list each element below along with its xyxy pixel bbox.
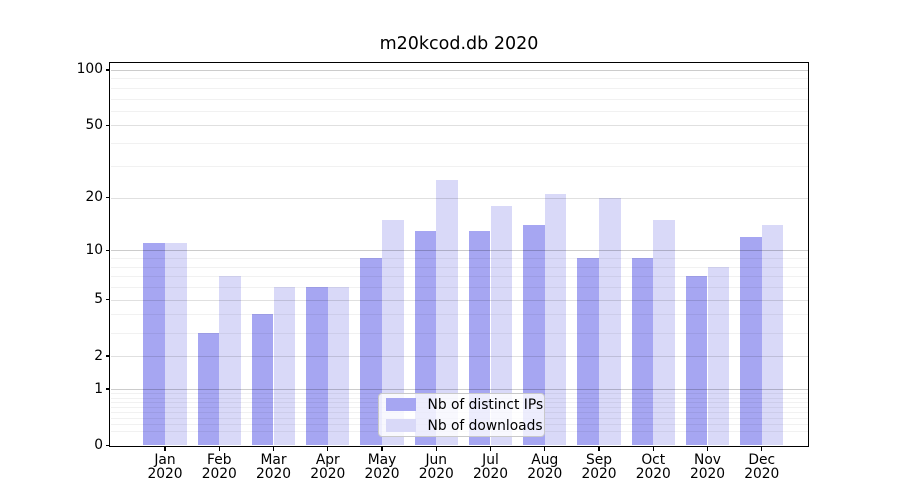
bar-downloads-aug: [544, 193, 567, 446]
y-tick-label-5: 5: [94, 291, 103, 308]
x-tick-mark-mar: [272, 447, 275, 451]
bar-distinct-ips-jul: [468, 230, 491, 446]
gridline-50: [110, 125, 808, 127]
gridline-20: [110, 197, 808, 199]
gridline-5: [110, 299, 808, 301]
x-tick-mark-aug: [544, 447, 546, 451]
gridline-2: [110, 356, 808, 358]
legend: Nb of distinct IPs Nb of downloads: [377, 393, 545, 437]
legend-swatch-downloads: [385, 419, 416, 432]
gridline-100: [110, 69, 808, 71]
y-tick-mark-5: [105, 298, 110, 301]
bar-downloads-feb: [219, 276, 241, 446]
gridline-minor: [110, 266, 808, 268]
x-tick-label-apr: Apr 2020: [310, 452, 346, 482]
y-tick-mark-1: [105, 388, 110, 390]
bar-downloads-jan: [165, 243, 187, 446]
y-tick-label-2: 2: [94, 347, 103, 364]
gridline-minor: [110, 276, 808, 278]
y-tick-mark-50: [105, 124, 110, 127]
bar-distinct-ips-may: [360, 258, 382, 446]
gridline-minor: [110, 332, 808, 334]
gridline-minor: [110, 287, 808, 289]
bar-downloads-nov: [707, 266, 730, 446]
legend-swatch-distinct-ips: [385, 398, 416, 411]
bar-downloads-may: [382, 219, 404, 446]
gridline-minor: [110, 314, 808, 316]
x-tick-mark-apr: [327, 447, 329, 451]
gridline-minor: [110, 87, 808, 89]
x-tick-label-jul: Jul 2020: [472, 452, 509, 482]
y-tick-mark-0: [105, 444, 110, 447]
x-tick-mark-sep: [598, 447, 600, 451]
y-tick-mark-20: [105, 196, 110, 199]
gridline-minor: [110, 165, 808, 167]
bar-downloads-mar: [273, 287, 296, 446]
gridline-minor: [110, 143, 808, 145]
bar-downloads-sep: [599, 197, 621, 446]
x-tick-mark-oct: [652, 447, 654, 451]
x-tick-label-sep: Sep 2020: [581, 452, 617, 482]
x-tick-mark-may: [381, 447, 383, 451]
y-tick-label-10: 10: [85, 241, 103, 258]
bar-distinct-ips-oct: [631, 258, 654, 446]
bar-downloads-jun: [436, 180, 458, 446]
gridline-10: [110, 250, 808, 252]
x-tick-label-oct: Oct 2020: [635, 452, 671, 482]
bar-distinct-ips-nov: [685, 276, 708, 446]
x-tick-mark-dec: [761, 447, 763, 451]
y-tick-mark-2: [105, 355, 110, 357]
x-tick-mark-jun: [435, 447, 437, 451]
legend-label-downloads: Nb of downloads: [427, 417, 543, 434]
x-tick-mark-nov: [706, 447, 709, 451]
y-tick-mark-100: [105, 69, 110, 71]
x-tick-label-feb: Feb 2020: [201, 452, 237, 482]
x-tick-label-may: May 2020: [364, 452, 400, 482]
bar-distinct-ips-sep: [577, 258, 599, 446]
chart-title: m20kcod.db 2020: [379, 34, 539, 54]
bar-downloads-jul: [490, 205, 513, 446]
bar-distinct-ips-mar: [251, 314, 274, 446]
bar-distinct-ips-aug: [523, 225, 545, 446]
x-tick-mark-jul: [489, 447, 492, 451]
x-tick-label-dec: Dec 2020: [744, 452, 780, 482]
legend-label-distinct-ips: Nb of distinct IPs: [427, 396, 544, 413]
gridline-minor: [110, 78, 808, 80]
bar-downloads-apr: [327, 287, 350, 446]
x-tick-mark-jan: [164, 447, 166, 451]
x-tick-label-aug: Aug 2020: [527, 452, 563, 482]
gridline-minor: [110, 110, 808, 112]
x-tick-label-nov: Nov 2020: [689, 452, 726, 482]
y-tick-label-20: 20: [85, 189, 103, 206]
bar-distinct-ips-jun: [414, 230, 437, 446]
y-tick-label-100: 100: [76, 61, 103, 78]
y-tick-label-0: 0: [94, 437, 103, 453]
y-tick-label-1: 1: [94, 380, 103, 397]
legend-row-downloads: Nb of downloads: [385, 417, 544, 434]
bar-distinct-ips-jan: [143, 243, 165, 446]
legend-row-distinct-ips: Nb of distinct IPs: [385, 396, 544, 413]
x-tick-label-mar: Mar 2020: [255, 452, 292, 482]
x-tick-label-jun: Jun 2020: [418, 452, 454, 482]
gridline-minor: [110, 98, 808, 100]
bar-distinct-ips-feb: [197, 332, 220, 446]
bar-downloads-oct: [653, 219, 675, 446]
x-tick-label-jan: Jan 2020: [147, 452, 183, 482]
gridline-1: [110, 389, 808, 391]
bar-distinct-ips-apr: [306, 287, 328, 446]
y-tick-label-50: 50: [85, 116, 103, 133]
y-tick-mark-10: [105, 249, 110, 251]
gridline-minor: [110, 258, 808, 260]
x-tick-mark-feb: [218, 447, 220, 451]
bar-downloads-dec: [761, 225, 784, 446]
bar-distinct-ips-dec: [740, 236, 762, 446]
